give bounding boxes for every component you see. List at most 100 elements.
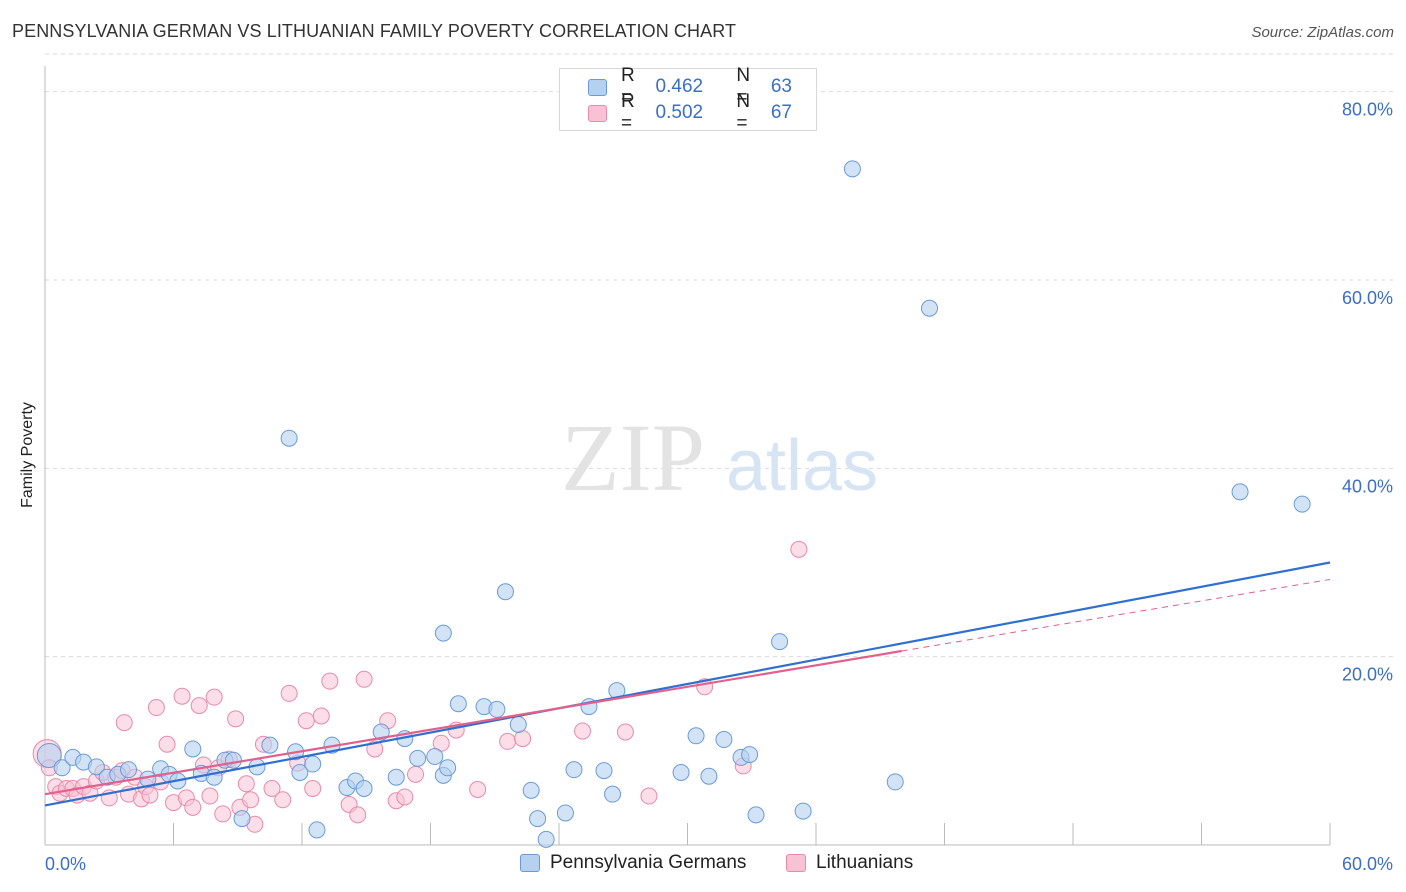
point-pennsylvania-germans — [700, 767, 718, 785]
legend-n-value: 67 — [770, 102, 792, 123]
trendline-pennsylvania-germans — [44, 561, 1331, 807]
y-tick-label: 20.0% — [1342, 665, 1393, 685]
point-pennsylvania-germans — [87, 758, 105, 776]
legend-item-pennsylvania-germans[interactable]: Pennsylvania Germans — [520, 852, 746, 874]
legend-swatch-blue — [588, 78, 608, 96]
tick-labels: 20.0% 40.0% 60.0% 80.0% 0.0% 60.0% — [45, 100, 1393, 874]
stats-legend: R = 0.462 N = 63 R = 0.502 N = 67 — [559, 65, 817, 134]
point-pennsylvania-germans — [794, 802, 812, 820]
legend-swatch-blue — [520, 854, 540, 872]
point-pennsylvania-germans — [434, 624, 452, 642]
point-lithuanians — [205, 688, 223, 706]
point-pennsylvania-germans — [556, 804, 574, 822]
grid-layer — [45, 53, 1394, 658]
point-lithuanians — [640, 787, 658, 805]
point-pennsylvania-germans — [741, 746, 759, 764]
point-lithuanians — [274, 791, 292, 809]
point-lithuanians — [499, 732, 517, 750]
point-pennsylvania-germans — [409, 749, 427, 767]
point-pennsylvania-germans — [355, 780, 373, 797]
point-lithuanians — [321, 672, 339, 690]
legend-n-label: N = — [736, 65, 751, 108]
point-pennsylvania-germans — [426, 747, 444, 765]
legend-item-lithuanians[interactable]: Lithuanians — [786, 852, 913, 874]
point-lithuanians — [141, 786, 159, 804]
legend-r-value: 0.502 — [655, 102, 704, 123]
source-label: Source: ZipAtlas.com — [1251, 24, 1394, 41]
y-tick-label: 40.0% — [1342, 476, 1393, 496]
point-lithuanians — [214, 805, 232, 823]
point-lithuanians — [237, 775, 255, 793]
series-legend: Pennsylvania Germans Lithuanians — [0, 852, 1406, 878]
point-lithuanians — [227, 710, 245, 728]
legend-r-label: R = — [621, 65, 635, 108]
point-lithuanians — [304, 780, 322, 797]
point-lithuanians — [184, 798, 202, 816]
point-pennsylvania-germans — [604, 785, 622, 803]
point-lithuanians — [201, 787, 219, 805]
legend-n-label: N = — [736, 91, 751, 134]
point-lithuanians — [407, 765, 425, 783]
watermark: ZIP atlas — [561, 404, 878, 511]
watermark-atlas: atlas — [726, 426, 878, 506]
legend-label-lithuanians: Lithuanians — [816, 852, 914, 873]
point-pennsylvania-germans — [1293, 495, 1311, 513]
point-lithuanians — [396, 788, 414, 806]
point-pennsylvania-germans — [537, 830, 555, 848]
point-lithuanians — [115, 714, 133, 732]
watermark-zip: ZIP — [561, 404, 705, 511]
point-pennsylvania-germans — [261, 736, 279, 754]
point-lithuanians — [514, 730, 532, 748]
point-pennsylvania-germans — [280, 429, 298, 447]
point-lithuanians — [349, 806, 367, 824]
legend-r-value: 0.462 — [655, 76, 704, 97]
axis-layer — [44, 66, 1331, 846]
legend-swatch-pink — [588, 104, 608, 122]
trend-layer — [44, 561, 1331, 807]
point-pennsylvania-germans — [291, 763, 309, 781]
point-pennsylvania-germans — [886, 773, 904, 791]
point-lithuanians — [242, 791, 260, 809]
point-pennsylvania-germans — [184, 740, 202, 758]
trendline-lithuanians-extension — [901, 578, 1331, 652]
point-pennsylvania-germans — [747, 806, 765, 824]
point-pennsylvania-germans — [843, 160, 861, 178]
point-pennsylvania-germans — [595, 762, 613, 780]
point-pennsylvania-germans — [53, 759, 71, 777]
x-tick-label-min: 0.0% — [45, 854, 86, 874]
point-lithuanians — [280, 684, 298, 702]
point-pennsylvania-germans — [672, 763, 690, 781]
legend-row-pennsylvania-germans: R = 0.462 N = 63 — [588, 65, 816, 108]
point-pennsylvania-germans — [224, 751, 242, 769]
point-pennsylvania-germans — [304, 755, 322, 773]
point-lithuanians — [469, 780, 487, 798]
legend-label-pennsylvania-germans: Pennsylvania Germans — [550, 852, 747, 873]
point-pennsylvania-germans — [565, 761, 583, 779]
point-pennsylvania-germans — [372, 723, 390, 741]
point-pennsylvania-germans — [921, 299, 939, 317]
point-pennsylvania-germans — [233, 810, 251, 828]
point-pennsylvania-germans — [308, 821, 326, 839]
legend-swatch-pink — [786, 854, 806, 872]
point-lithuanians — [263, 780, 281, 797]
point-lithuanians — [355, 670, 373, 688]
y-tick-label: 80.0% — [1342, 100, 1393, 120]
point-lithuanians — [147, 699, 165, 717]
point-pennsylvania-germans — [449, 695, 467, 713]
trendline-lithuanians — [44, 649, 902, 796]
point-lithuanians — [616, 723, 634, 741]
point-lithuanians — [312, 707, 330, 725]
series-pennsylvania-germans-points — [36, 160, 1311, 848]
y-tick-label: 60.0% — [1342, 288, 1393, 308]
point-lithuanians — [173, 687, 191, 705]
legend-row-lithuanians: R = 0.502 N = 67 — [588, 91, 816, 134]
chart-title: PENNSYLVANIA GERMAN VS LITHUANIAN FAMILY… — [12, 21, 737, 41]
x-tick-label-max: 60.0% — [1342, 854, 1393, 874]
point-pennsylvania-germans — [488, 700, 506, 718]
point-pennsylvania-germans — [771, 633, 789, 651]
point-pennsylvania-germans — [36, 743, 62, 769]
point-lithuanians — [158, 735, 176, 753]
point-pennsylvania-germans — [715, 731, 733, 749]
point-pennsylvania-germans — [687, 727, 705, 745]
